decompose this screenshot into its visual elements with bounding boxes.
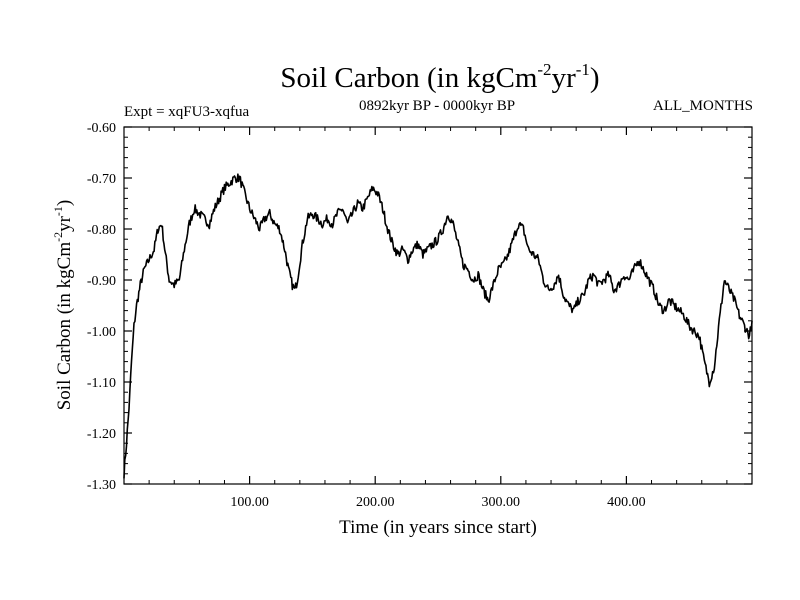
- y-tick-label: -0.60: [87, 121, 116, 136]
- x-axis: 100.00 200.00 300.00 400.00: [148, 127, 728, 510]
- chart-title-mid: yr: [552, 62, 577, 94]
- x-tick-label: 100.00: [230, 495, 269, 510]
- y-tick-label: -0.90: [87, 274, 116, 289]
- chart-title-sup1: -2: [537, 60, 551, 79]
- soil-carbon-series-line: [123, 173, 753, 479]
- y-tick-label: -0.70: [87, 172, 116, 187]
- plot-frame: [123, 126, 753, 485]
- chart-title: Soil Carbon (in kgCm-2yr-1): [280, 60, 599, 94]
- y-tick-label: -0.80: [87, 223, 116, 238]
- y-axis-label: Soil Carbon (in kgCm-2yr-1): [51, 200, 75, 411]
- chart-title-main: Soil Carbon (in kgCm: [280, 62, 537, 94]
- y-axis-label-sup2: -1: [51, 206, 65, 216]
- y-axis: -1.30 -1.20 -1.10 -1.00 -0.90 -0.80 -0.70 -0.60: [87, 121, 752, 493]
- y-axis-label-sup1: -2: [51, 232, 65, 242]
- x-tick-label: 200.00: [356, 495, 395, 510]
- y-axis-label-end: ): [54, 200, 75, 206]
- y-axis-label-mid: yr: [54, 215, 75, 232]
- experiment-label: Expt = xqFU3-xqfua: [124, 104, 249, 120]
- x-axis-label: Time (in years since start): [339, 517, 537, 538]
- x-tick-label: 300.00: [482, 495, 521, 510]
- y-tick-label: -1.20: [87, 427, 116, 442]
- months-label: ALL_MONTHS: [653, 98, 753, 114]
- time-range-label: 0892kyr BP - 0000kyr BP: [359, 98, 515, 114]
- chart-title-end: ): [590, 62, 600, 94]
- y-axis-label-main: Soil Carbon (in kgCm: [54, 242, 75, 411]
- y-tick-label: -1.10: [87, 376, 116, 391]
- chart-title-sup2: -1: [576, 60, 590, 79]
- x-tick-label: 400.00: [607, 495, 646, 510]
- y-tick-label: -1.00: [87, 325, 116, 340]
- y-tick-label: -1.30: [87, 478, 116, 493]
